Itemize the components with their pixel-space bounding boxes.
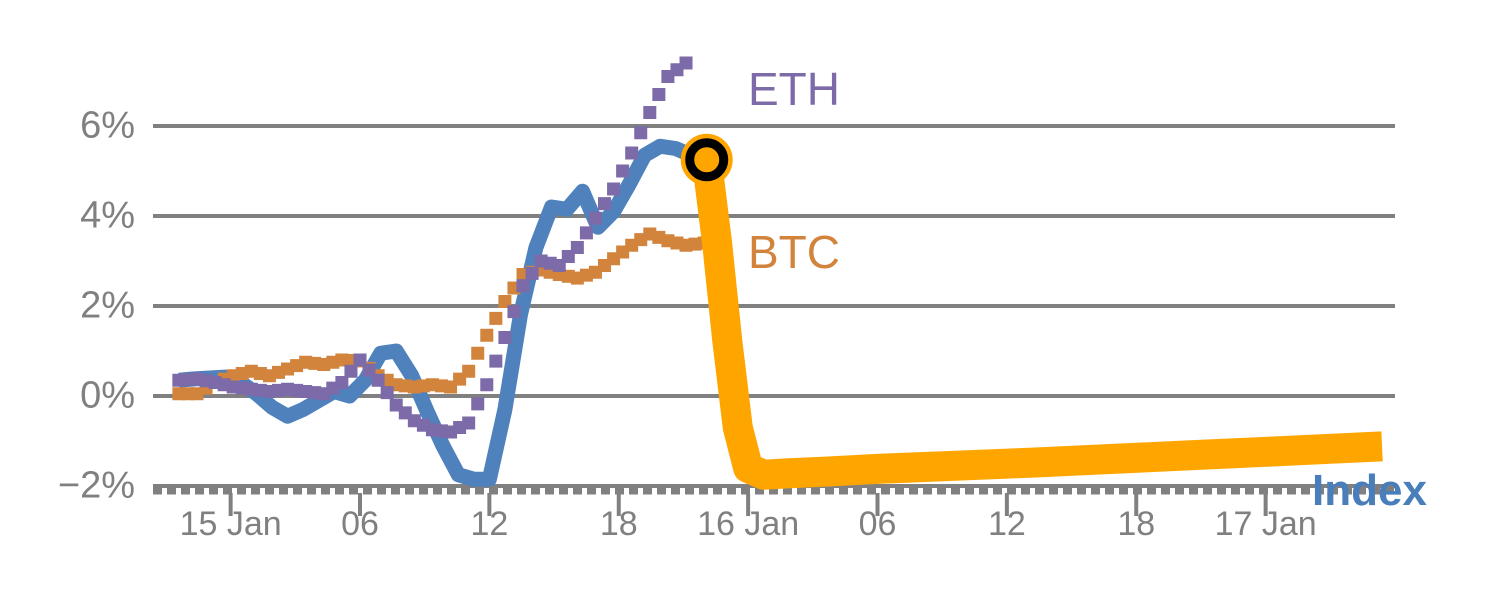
x-axis-tick-label: 06 [858,505,897,543]
series-point-marker [371,373,385,387]
data-marker-group [680,133,733,186]
series-point-marker [462,416,476,430]
series-point-marker [679,56,693,70]
y-axis-tick-label: 6% [80,104,135,147]
series-point-marker [480,328,494,342]
x-axis-tick-label: 15 Jan [179,505,282,543]
series-point-marker [652,88,666,101]
gridline-group [153,124,1395,488]
series-point-marker [516,279,530,293]
x-axis-tick-label: 06 [341,505,379,543]
series-point-marker [362,363,376,377]
series-point-marker [498,295,512,308]
series-label-eth: ETH [748,63,840,115]
series-point-marker [480,378,494,392]
series-point-marker [344,364,358,378]
series-point-marker [607,182,621,196]
series-point-marker [616,164,630,178]
series-point-marker [353,353,367,367]
x-axis-tick-label: 18 [599,505,638,543]
series-point-marker [634,126,648,140]
series-point-marker [570,241,584,254]
series-point-marker [462,364,476,378]
y-axis-tick-label: 0% [80,374,135,417]
series-point-marker [335,376,349,389]
data-series-group [172,56,1383,490]
series-eth [172,56,693,439]
series-line-index-projection [691,157,1383,490]
series-point-marker [525,266,539,280]
x-axis-major-ticks [228,493,1268,516]
series-point-marker [471,397,485,411]
series-point-marker [489,354,503,368]
current-point-marker[interactable] [685,138,729,182]
series-point-marker [643,106,657,119]
x-axis-tick-label: 17 Jan [1214,505,1317,543]
x-axis-title: Index [1312,466,1427,515]
x-axis-tick-label: 12 [470,505,509,543]
y-axis-tick-label: 4% [80,194,135,237]
series-point-marker [471,346,485,360]
series-point-marker [489,311,503,325]
series-point-marker [380,386,394,400]
series-line-index [178,138,709,487]
series-point-marker [579,226,593,240]
y-axis-tick-label: 2% [80,284,135,327]
x-axis-tick-label: 16 Jan [697,505,800,543]
x-axis-tick-label: 18 [1117,505,1156,543]
series-point-marker [625,146,639,160]
series-point-marker [498,331,512,344]
series-point-marker [588,211,602,225]
series-point-marker [507,305,521,319]
series-btc [172,227,711,401]
y-axis-tick-label: −2% [57,464,135,507]
series-point-marker [598,197,612,211]
x-axis-tick-label: 12 [987,505,1026,543]
series-label-btc: BTC [748,226,840,278]
